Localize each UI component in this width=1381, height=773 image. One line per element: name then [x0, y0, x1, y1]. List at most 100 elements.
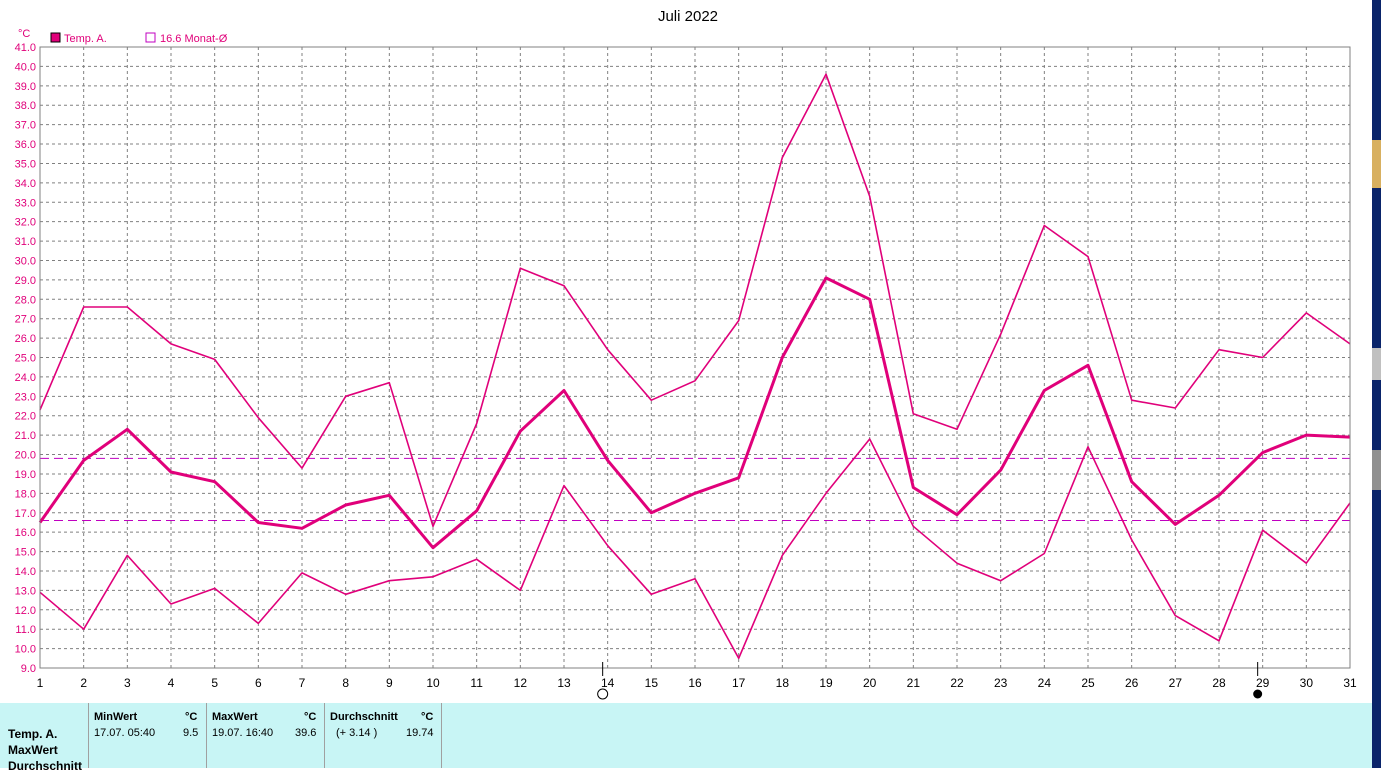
y-tick-label: 16.0 — [15, 527, 36, 539]
series-line-min — [39, 438, 1351, 660]
y-axis-ticks: 9.0 10.0 11.0 12.0 13.0 14.0 15.0 16.0 17.0 18.0 1… — [15, 42, 36, 675]
x-tick-label: 4 — [168, 676, 175, 690]
panel-separator — [324, 703, 325, 768]
y-axis-unit-label: °C — [18, 28, 30, 40]
panel-separator — [88, 703, 89, 768]
x-tick-label: 12 — [514, 676, 528, 690]
x-tick-label: 29 — [1256, 676, 1270, 690]
y-tick-label: 29.0 — [15, 275, 36, 287]
y-tick-label: 17.0 — [15, 508, 36, 520]
desktop-background-strip — [1372, 0, 1381, 768]
plot-frame — [39, 46, 1351, 669]
row-label-temp: Temp. A. — [8, 727, 58, 741]
x-tick-label: 24 — [1038, 676, 1052, 690]
x-tick-label: 26 — [1125, 676, 1139, 690]
y-tick-label: 37.0 — [15, 120, 36, 132]
min-header: MinWert — [94, 711, 138, 723]
panel-separator — [441, 703, 442, 768]
y-tick-label: 23.0 — [15, 391, 36, 403]
y-tick-label: 35.0 — [15, 158, 36, 170]
y-tick-label: 10.0 — [15, 644, 36, 656]
row-label-max: MaxWert — [8, 743, 58, 757]
x-tick-label: 19 — [819, 676, 833, 690]
temperature-chart: Juli 2022 °C Temp. A. 16.6 Monat-Ø 9.0 10… — [15, 8, 1357, 700]
chart-legend: Temp. A. 16.6 Monat-Ø — [50, 32, 228, 45]
x-tick-label: 20 — [863, 676, 877, 690]
x-tick-label: 1 — [37, 676, 44, 690]
x-tick-label: 6 — [255, 676, 262, 690]
y-tick-label: 28.0 — [15, 294, 36, 306]
x-tick-label: 16 — [688, 676, 702, 690]
y-tick-label: 27.0 — [15, 314, 36, 326]
new-moon-icon — [1253, 689, 1263, 699]
max-when: 19.07. 16:40 — [212, 727, 274, 739]
y-tick-label: 24.0 — [15, 372, 36, 384]
x-tick-label: 22 — [950, 676, 964, 690]
desktop-icon-fragment — [1372, 450, 1381, 490]
y-tick-label: 19.0 — [15, 469, 36, 481]
x-tick-label: 10 — [426, 676, 440, 690]
y-tick-label: 22.0 — [15, 411, 36, 423]
x-tick-label: 2 — [80, 676, 87, 690]
x-tick-label: 3 — [124, 676, 131, 690]
avg-value: 19.74 — [406, 727, 434, 739]
x-tick-label: 9 — [386, 676, 393, 690]
max-unit: °C — [304, 711, 317, 723]
y-tick-label: 15.0 — [15, 547, 36, 559]
avg-unit: °C — [421, 711, 434, 723]
x-tick-label: 5 — [211, 676, 218, 690]
max-header: MaxWert — [212, 711, 258, 723]
x-tick-label: 13 — [557, 676, 571, 690]
x-tick-label: 15 — [645, 676, 659, 690]
y-tick-label: 30.0 — [15, 255, 36, 267]
y-tick-label: 33.0 — [15, 197, 36, 209]
legend-swatch-monthly-mean — [145, 32, 156, 43]
y-tick-label: 18.0 — [15, 488, 36, 500]
series-line-max — [39, 73, 1351, 528]
min-when: 17.07. 05:40 — [94, 727, 156, 739]
x-tick-label: 25 — [1081, 676, 1095, 690]
row-label-avg: Durchschnitt — [8, 759, 83, 773]
y-tick-label: 39.0 — [15, 81, 36, 93]
avg-header: Durchschnitt — [330, 711, 398, 723]
x-axis-ticks: 1 2 3 4 5 6 7 8 9 10 11 12 13 14 15 16 17 18 19 20 21 22 23 24 2… — [37, 676, 1357, 690]
x-tick-label: 21 — [907, 676, 921, 690]
min-value: 9.5 — [183, 727, 199, 739]
y-tick-label: 21.0 — [15, 430, 36, 442]
y-tick-label: 40.0 — [15, 61, 36, 73]
desktop-icon-fragment — [1372, 348, 1381, 380]
x-tick-label: 28 — [1212, 676, 1226, 690]
x-tick-label: 18 — [776, 676, 790, 690]
legend-label-temp: Temp. A. — [64, 33, 107, 45]
y-tick-label: 9.0 — [21, 663, 36, 675]
avg-delta: (+ 3.14 ) — [336, 727, 378, 739]
y-tick-label: 26.0 — [15, 333, 36, 345]
x-tick-label: 7 — [299, 676, 306, 690]
y-tick-label: 36.0 — [15, 139, 36, 151]
statistics-panel: Temp. A. MaxWert Durchschnitt MinWert °C… — [0, 703, 1372, 773]
panel-separator — [206, 703, 207, 768]
y-tick-label: 38.0 — [15, 100, 36, 112]
min-unit: °C — [185, 711, 198, 723]
x-tick-label: 23 — [994, 676, 1008, 690]
chart-title: Juli 2022 — [658, 8, 718, 25]
y-tick-label: 13.0 — [15, 585, 36, 597]
y-tick-label: 34.0 — [15, 178, 36, 190]
y-tick-label: 41.0 — [15, 42, 36, 54]
y-tick-label: 31.0 — [15, 236, 36, 248]
x-tick-label: 30 — [1300, 676, 1314, 690]
desktop-icon-fragment — [1372, 140, 1381, 188]
series-line-mean — [38, 276, 1351, 550]
x-tick-label: 8 — [342, 676, 349, 690]
grid — [40, 46, 1350, 669]
y-tick-label: 14.0 — [15, 566, 36, 578]
x-tick-label: 31 — [1343, 676, 1357, 690]
y-tick-label: 11.0 — [15, 624, 36, 636]
y-tick-label: 25.0 — [15, 353, 36, 365]
x-tick-label: 27 — [1169, 676, 1183, 690]
x-tick-label: 17 — [732, 676, 746, 690]
moon-phase-markers — [597, 662, 1263, 700]
y-tick-label: 32.0 — [15, 217, 36, 229]
legend-label-monthly-mean: 16.6 Monat-Ø — [160, 33, 228, 45]
max-value: 39.6 — [295, 727, 317, 739]
